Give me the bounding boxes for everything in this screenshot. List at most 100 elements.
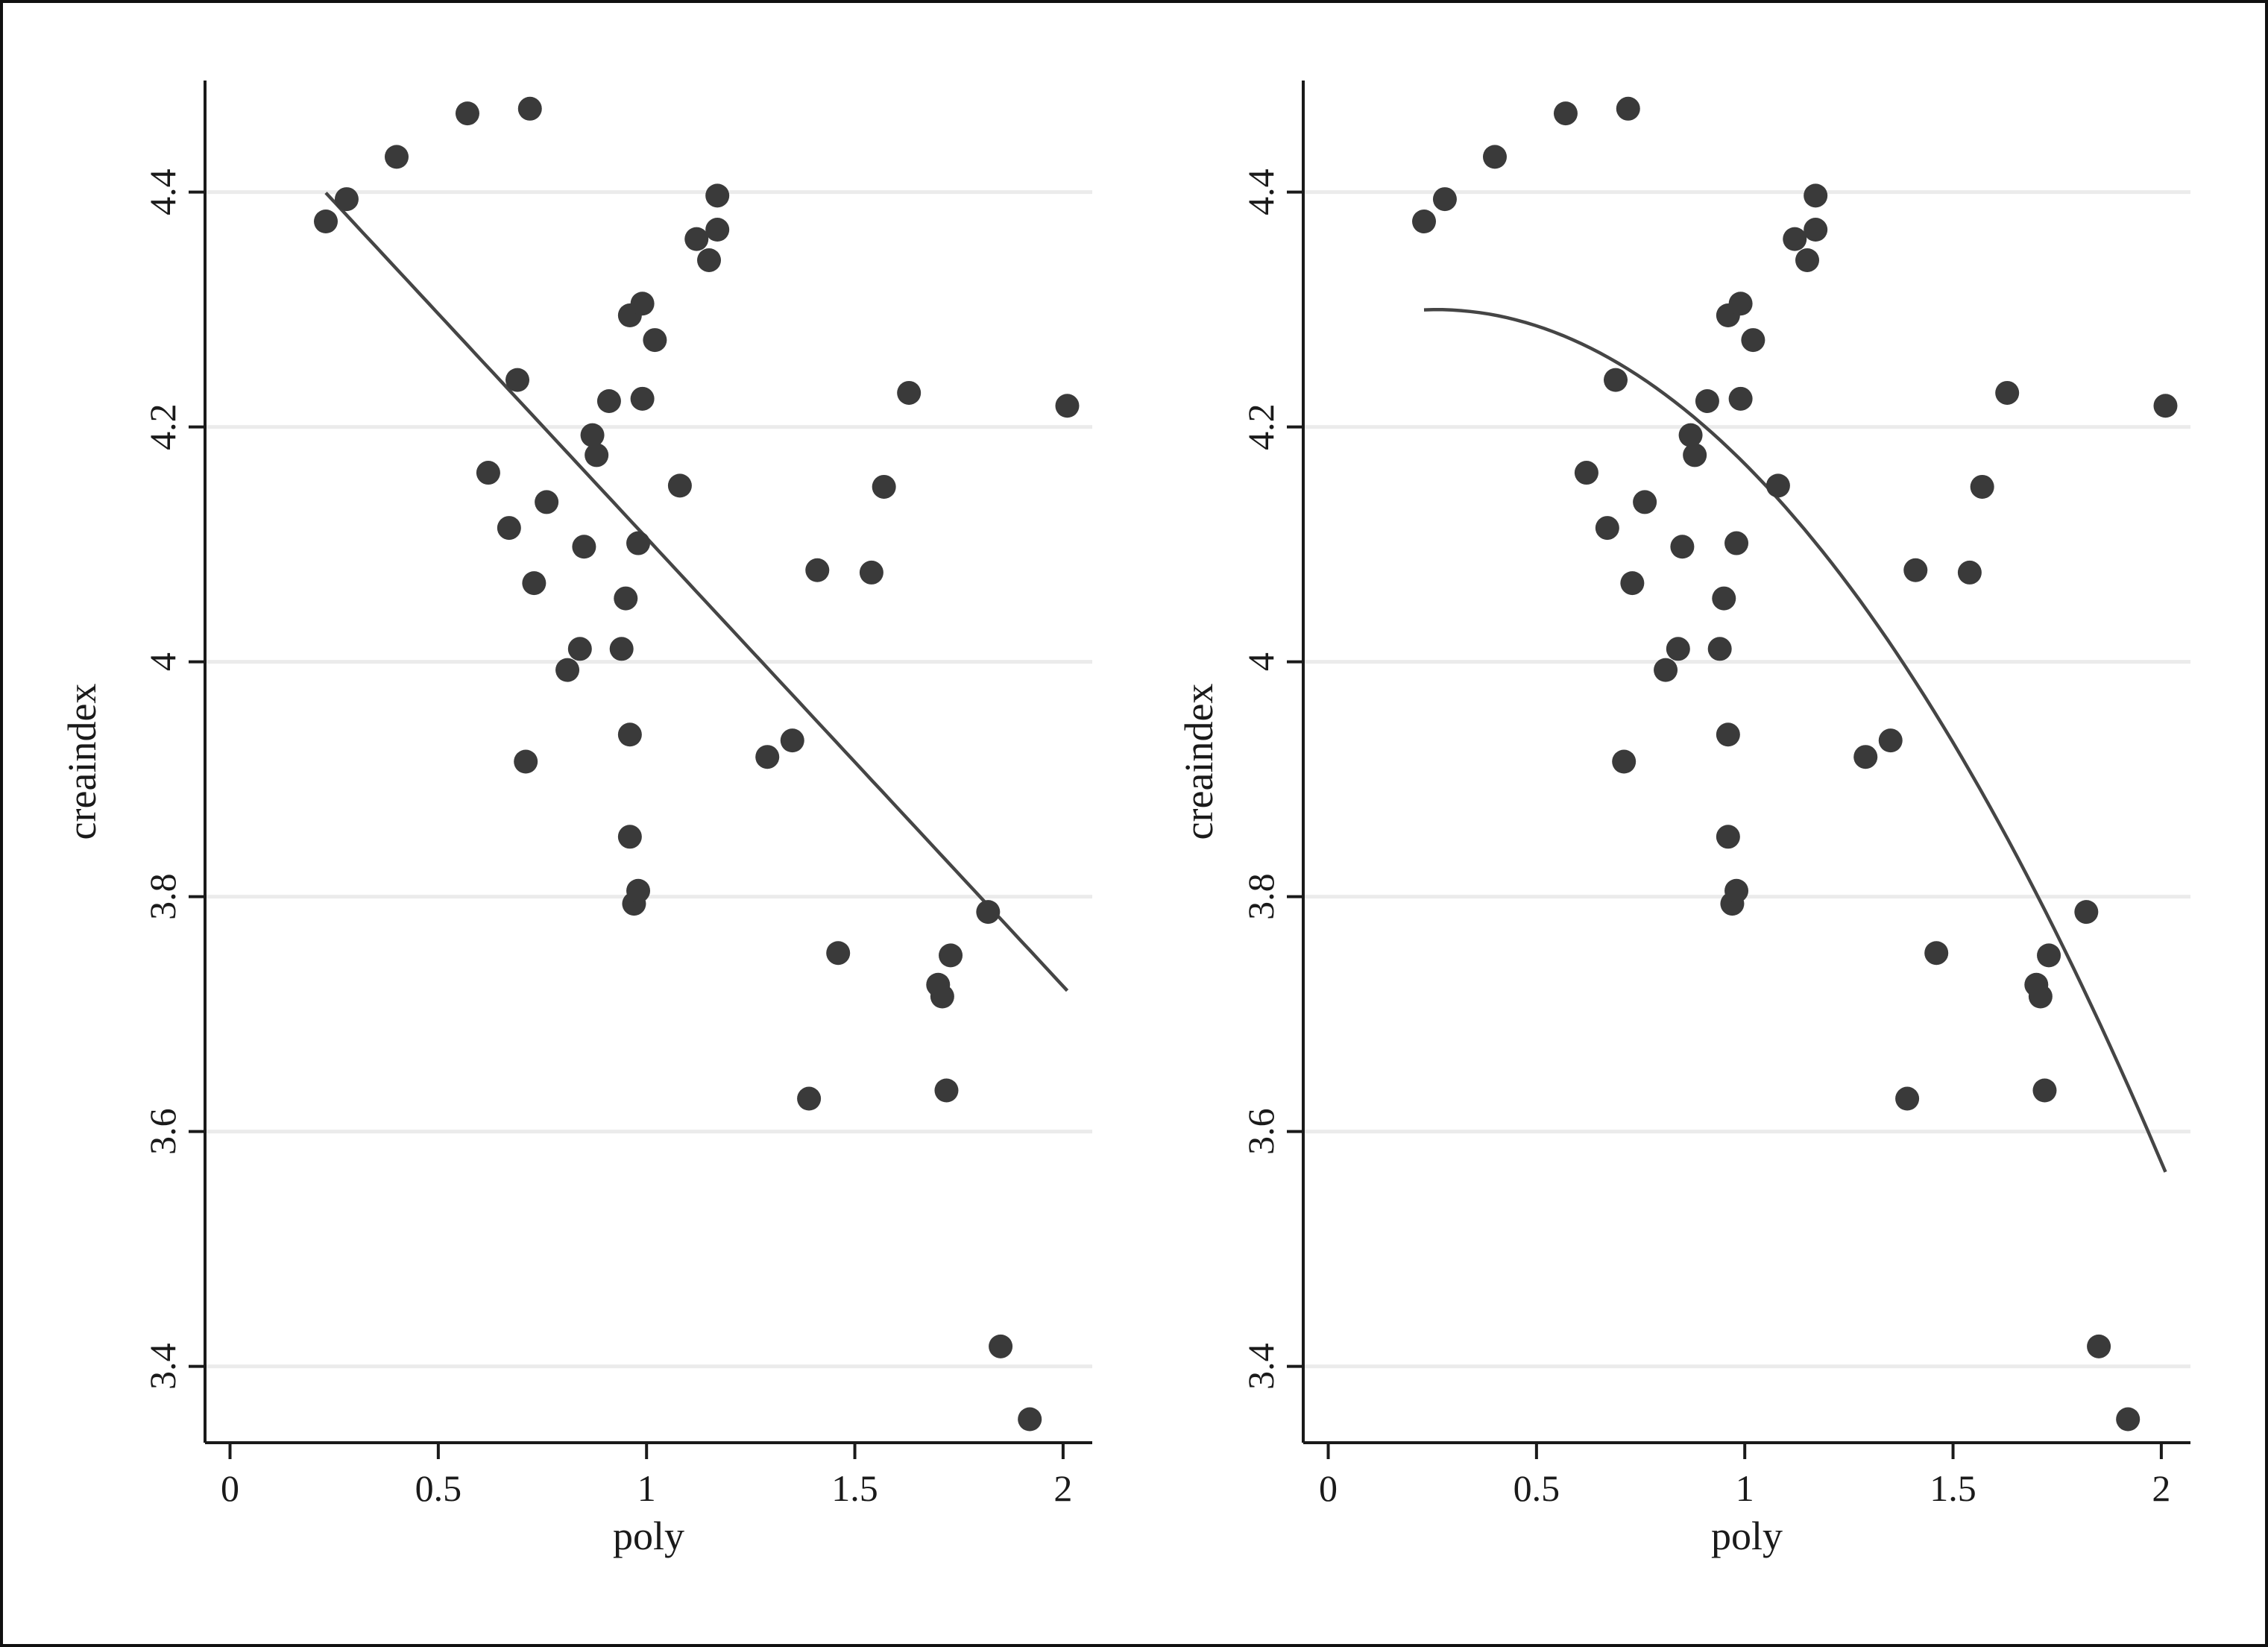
scatter-point [522,571,546,596]
scatter-point [609,637,634,661]
scatter-point [1482,145,1507,169]
scatter-point [897,380,922,405]
scatter-point [1604,368,1628,392]
scatter-point [1795,248,1820,272]
y-tick-label: 3.8 [142,873,183,920]
scatter-point [1712,586,1736,611]
scatter-point [567,637,592,661]
scatter-point [1553,101,1578,126]
y-axis-title: creaindex [60,684,104,840]
scatter-point [630,292,655,316]
scatter-point [1970,474,1994,499]
y-tick-label: 3.6 [1240,1108,1282,1155]
scatter-point [2153,394,2178,418]
x-tick-label: 0 [221,1467,239,1509]
scatter-point [1716,825,1740,849]
scatter-point [314,210,338,233]
scatter-point [755,745,780,769]
scatter-point [617,722,642,747]
scatter-point [1957,560,1982,585]
scatter-point [1741,328,1765,353]
scatter-point [517,96,542,121]
scatter-point [872,474,896,499]
scatter-point [334,187,359,212]
scatter-point [2074,900,2099,925]
scatter-point [934,1078,959,1103]
x-axis-title: poly [1711,1514,1783,1558]
y-axis-title: creaindex [1176,684,1221,840]
scatter-point [614,586,638,611]
y-tick-label: 4.4 [142,169,183,215]
y-tick-label: 4.4 [1240,169,1282,215]
scatter-point [1055,394,1080,418]
x-tick-label: 1 [637,1467,656,1509]
scatter-point [697,248,722,272]
scatter-point [1616,96,1640,121]
scatter-point [705,218,730,242]
scatter-point [626,878,651,903]
scatter-point [1695,388,1719,413]
scatter-point [1878,728,1903,753]
y-tick-label: 4.2 [142,403,183,450]
scatter-point [1724,878,1749,903]
scatter-point [1804,183,1828,208]
y-tick-label: 3.4 [1240,1343,1282,1390]
scatter-point [1724,531,1749,555]
scatter-point [497,516,521,541]
scatter-point [859,560,883,585]
scatter-point [643,328,667,353]
scatter-point [1432,187,1457,212]
scatter-point [705,183,730,208]
scatter-point [1924,941,1949,966]
scatter-point [1804,218,1828,242]
scatter-point [1654,658,1678,682]
scatter-point [1728,386,1753,411]
scatter-point [2087,1334,2111,1358]
scatter-point [1683,443,1707,467]
scatter-point [596,388,621,413]
scatter-point [1895,1086,1920,1111]
x-tick-label: 0 [1319,1467,1338,1509]
scatter-point [1670,535,1695,559]
scatter-point [667,473,692,498]
x-tick-label: 0.5 [415,1467,462,1509]
scatter-point [476,461,500,485]
scatter-point [1412,210,1437,233]
scatter-point [455,101,479,126]
scatter-point [1716,722,1740,747]
x-tick-label: 2 [1053,1467,1072,1509]
scatter-point [930,984,954,1009]
scatter-point [585,443,609,467]
y-tick-label: 4 [142,652,183,671]
x-tick-label: 1 [1736,1467,1754,1509]
scatter-point [684,227,709,251]
linear-fit-line [324,192,1069,992]
scatter-point [780,728,804,753]
scatter-point [384,145,409,169]
scatter-point [505,368,530,392]
scatter-point [626,531,651,555]
scatter-point [1903,558,1928,582]
scatter-point [1853,745,1878,769]
y-tick-label: 4 [1240,652,1282,671]
scatter-point [1783,227,1807,251]
scatter-point [1728,292,1753,316]
scatter-point [2028,984,2053,1009]
scatter-point [1612,749,1637,774]
scatter-point [826,941,851,966]
x-tick-label: 1.5 [831,1467,878,1509]
y-tick-label: 3.8 [1240,873,1282,920]
x-axis-title: poly [613,1514,684,1558]
y-tick-label: 3.6 [142,1108,183,1155]
scatter-point [555,658,580,682]
scatter-point [2116,1407,2141,1432]
x-tick-label: 0.5 [1513,1467,1560,1509]
scatter-point [1765,473,1790,498]
scatter-point [572,535,596,559]
scatter-point [797,1086,822,1111]
right-panel-quadratic-fit: 3.4 3.6 3.8 4 4.2 4.4 0 0.5 1 1.5 2 poly creaindex [1176,81,2190,1558]
scatter-point [1666,637,1690,661]
quadratic-fit-curve [1423,308,2167,1173]
